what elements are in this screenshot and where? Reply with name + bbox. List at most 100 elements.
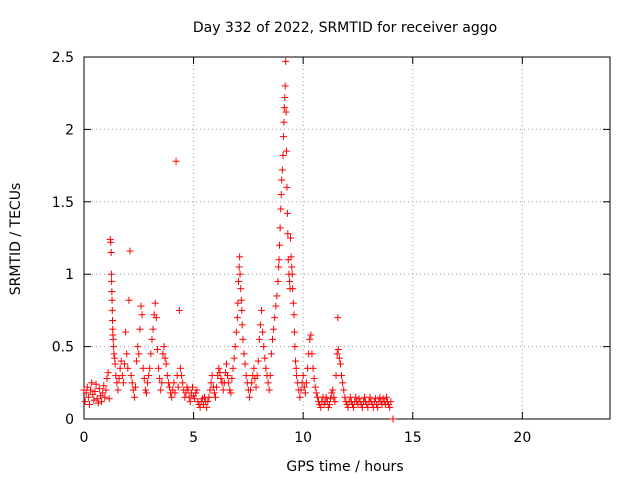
data-point <box>350 403 358 411</box>
data-point <box>111 360 119 368</box>
data-point <box>283 183 291 191</box>
data-point <box>155 364 163 372</box>
data-point <box>286 234 294 242</box>
data-point <box>386 403 394 411</box>
data-point <box>283 147 291 155</box>
data-point <box>308 350 316 358</box>
data-point <box>336 360 344 368</box>
data-point <box>192 389 200 397</box>
data-point <box>206 386 214 394</box>
y-tick-label: 1.5 <box>52 195 74 211</box>
data-point <box>279 133 287 141</box>
data-point <box>222 360 230 368</box>
data-point <box>253 372 261 380</box>
data-point <box>278 176 286 184</box>
data-point <box>101 393 109 401</box>
data-point <box>293 372 301 380</box>
data-point <box>275 256 283 264</box>
data-point <box>90 396 98 404</box>
data-point <box>273 292 281 300</box>
data-point <box>338 372 346 380</box>
data-point <box>235 263 243 271</box>
data-point <box>118 372 126 380</box>
data-point <box>239 335 247 343</box>
y-tick-label: 1 <box>65 267 74 283</box>
data-point <box>291 343 299 351</box>
data-point <box>148 335 156 343</box>
data-point <box>340 386 348 394</box>
y-tick-label: 2 <box>65 122 74 138</box>
data-point <box>225 379 233 387</box>
data-point <box>376 393 384 401</box>
data-point <box>297 386 305 394</box>
data-point <box>186 398 194 406</box>
data-point <box>110 343 118 351</box>
data-point <box>227 389 235 397</box>
data-point <box>309 364 317 372</box>
data-point <box>191 395 199 403</box>
data-point <box>165 383 173 391</box>
data-point <box>250 364 258 372</box>
x-tick-label: 10 <box>294 430 312 446</box>
data-point <box>145 372 153 380</box>
data-point <box>248 379 256 387</box>
data-point <box>280 104 288 112</box>
data-point <box>289 285 297 293</box>
data-point <box>149 325 157 333</box>
data-point <box>328 389 336 397</box>
data-point <box>231 343 239 351</box>
data-point <box>162 360 170 368</box>
data-point <box>135 350 143 358</box>
data-point <box>99 389 107 397</box>
data-point <box>301 389 309 397</box>
y-axis-label: SRMTID / TECUs <box>8 183 24 296</box>
data-point <box>282 57 290 65</box>
data-point <box>296 393 304 401</box>
data-point <box>312 389 320 397</box>
data-point <box>104 369 112 377</box>
data-point <box>280 118 288 126</box>
data-point <box>105 395 113 403</box>
data-point <box>278 166 286 174</box>
data-point <box>235 277 243 285</box>
data-point <box>161 354 169 362</box>
data-point <box>379 395 387 403</box>
data-point <box>339 379 347 387</box>
data-point <box>310 374 318 382</box>
data-point <box>238 306 246 314</box>
data-point <box>283 209 291 217</box>
data-point <box>151 299 159 307</box>
data-point <box>168 393 176 401</box>
data-point <box>108 306 116 314</box>
data-point <box>236 253 244 261</box>
data-point <box>230 354 238 362</box>
data-point <box>95 385 103 393</box>
data-point <box>134 343 142 351</box>
data-point <box>335 354 343 362</box>
data-point <box>300 383 308 391</box>
data-point <box>233 314 241 322</box>
data-point <box>93 395 101 403</box>
data-point <box>125 296 133 304</box>
x-axis-label: GPS time / hours <box>286 459 403 475</box>
data-point <box>259 328 267 336</box>
data-point <box>113 379 121 387</box>
data-point <box>128 379 136 387</box>
data-point <box>267 350 275 358</box>
data-point <box>121 360 129 368</box>
data-point <box>279 151 287 159</box>
data-point <box>160 343 168 351</box>
data-point <box>124 364 132 372</box>
data-point <box>284 230 292 238</box>
data-point <box>108 317 116 325</box>
data-point <box>229 364 237 372</box>
data-point <box>275 241 283 249</box>
data-points <box>80 57 397 423</box>
data-point <box>268 335 276 343</box>
data-point <box>237 285 245 293</box>
data-point <box>147 350 155 358</box>
data-point <box>188 383 196 391</box>
data-point <box>133 357 141 365</box>
data-point <box>260 343 268 351</box>
data-point <box>217 374 225 382</box>
